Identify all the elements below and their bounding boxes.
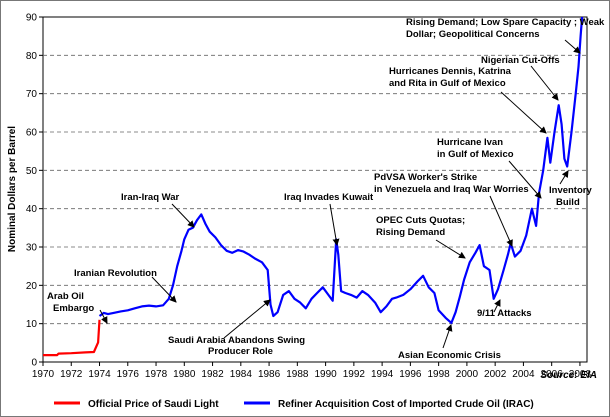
x-tick-label: 2008 [569, 369, 592, 380]
annotation-label: Nigerian Cut-Offs [481, 55, 560, 66]
y-tick-label: 60 [26, 128, 38, 139]
x-tick-label: 2002 [484, 369, 507, 380]
x-tick-label: 1974 [88, 369, 111, 380]
annotation-arrow [435, 239, 466, 259]
annotation-label: Iraq Invades Kuwait [284, 192, 374, 203]
annotation-label: Hurricanes Dennis, Katrina [389, 66, 512, 77]
annotation-arrow [559, 170, 569, 185]
annotation-label: PdVSA Worker's Strike [374, 172, 477, 183]
x-tick-label: 1990 [314, 369, 337, 380]
y-tick-label: 10 [26, 319, 38, 330]
x-tick-label: 1984 [230, 369, 253, 380]
y-tick-label: 80 [26, 51, 38, 62]
y-tick-label: 50 [26, 166, 38, 177]
annotation-label: and Rita in Gulf of Mexico [389, 78, 506, 89]
annotation-arrow [99, 309, 108, 324]
x-tick-label: 1988 [286, 369, 309, 380]
annotation-label: Embargo [53, 303, 94, 314]
x-tick-label: 1994 [371, 369, 394, 380]
x-tick-label: 1982 [201, 369, 224, 380]
x-tick-label: 1996 [399, 369, 422, 380]
x-tick-label: 1970 [32, 369, 55, 380]
annotation-label: Inventory [549, 185, 592, 196]
annotation-label: Rising Demand [376, 227, 445, 238]
y-tick-label: 90 [26, 13, 38, 24]
annotation-arrow [564, 39, 581, 54]
annotation-arrow [151, 276, 177, 303]
annotation-arrow [493, 299, 501, 313]
annotation-arrow [442, 324, 453, 349]
y-tick-label: 30 [26, 243, 38, 254]
annotation-arrow [329, 203, 340, 246]
x-tick-label: 1980 [173, 369, 196, 380]
annotation-label: OPEC Cuts Quotas; [376, 215, 465, 226]
legend-label-irac: Refiner Acquisition Cost of Imported Cru… [278, 399, 534, 410]
annotation-label: in Venezuela and Iraq War Worries [374, 184, 529, 195]
x-tick-label: 1978 [145, 369, 168, 380]
annotation-label: Asian Economic Crisis [398, 350, 501, 361]
annotation-label: 9/11 Attacks [477, 308, 532, 319]
x-tick-label: 2004 [512, 369, 535, 380]
x-tick-label: 1986 [258, 369, 281, 380]
y-axis-label: Nominal Dollars per Barrel [7, 126, 18, 252]
series-lines [43, 16, 584, 357]
axis-ticks: 0 10 20 30 40 50 60 70 80 90 1970 1972 1974 1976 1978 1… [26, 13, 592, 381]
annotation-label: Build [556, 197, 580, 208]
annotation-label: Dollar; Geopolitical Concerns [406, 29, 540, 40]
annotation-label: in Gulf of Mexico [437, 149, 514, 160]
annotation-label: Iranian Revolution [74, 268, 157, 279]
annotation-label: Iran-Iraq War [121, 192, 180, 203]
y-tick-label: 0 [31, 358, 37, 369]
x-tick-label: 1992 [343, 369, 366, 380]
annotation-arrow [489, 195, 513, 247]
x-tick-label: 2000 [456, 369, 479, 380]
source-note: Source: EIA [540, 370, 597, 381]
annotation-arrow [508, 160, 542, 199]
series-line-saudi-light [43, 319, 101, 357]
annotation-arrow [500, 91, 547, 134]
x-tick-label: 2006 [541, 369, 564, 380]
annotation-label: Saudi Arabia Abandons Swing [168, 335, 305, 346]
annotation-arrow [171, 203, 195, 228]
annotation-label: Rising Demand; Low Spare Capacity ; Weak [406, 17, 605, 28]
annotation-label: Hurricane Ivan [437, 137, 503, 148]
y-tick-label: 20 [26, 281, 38, 292]
x-tick-label: 1972 [60, 369, 83, 380]
x-tick-label: 1976 [117, 369, 140, 380]
annotation-arrows [99, 39, 581, 349]
legend: Official Price of Saudi Light Refiner Ac… [54, 399, 534, 410]
annotation-label: Arab Oil [47, 291, 84, 302]
annotation-arrow [530, 65, 559, 101]
annotation-label: Producer Role [208, 346, 273, 357]
y-tick-label: 40 [26, 204, 38, 215]
x-tick-label: 1998 [428, 369, 451, 380]
legend-label-saudi-light: Official Price of Saudi Light [88, 399, 219, 410]
annotation-arrow [223, 299, 271, 339]
y-tick-label: 70 [26, 89, 38, 100]
series-line-irac [98, 16, 584, 324]
